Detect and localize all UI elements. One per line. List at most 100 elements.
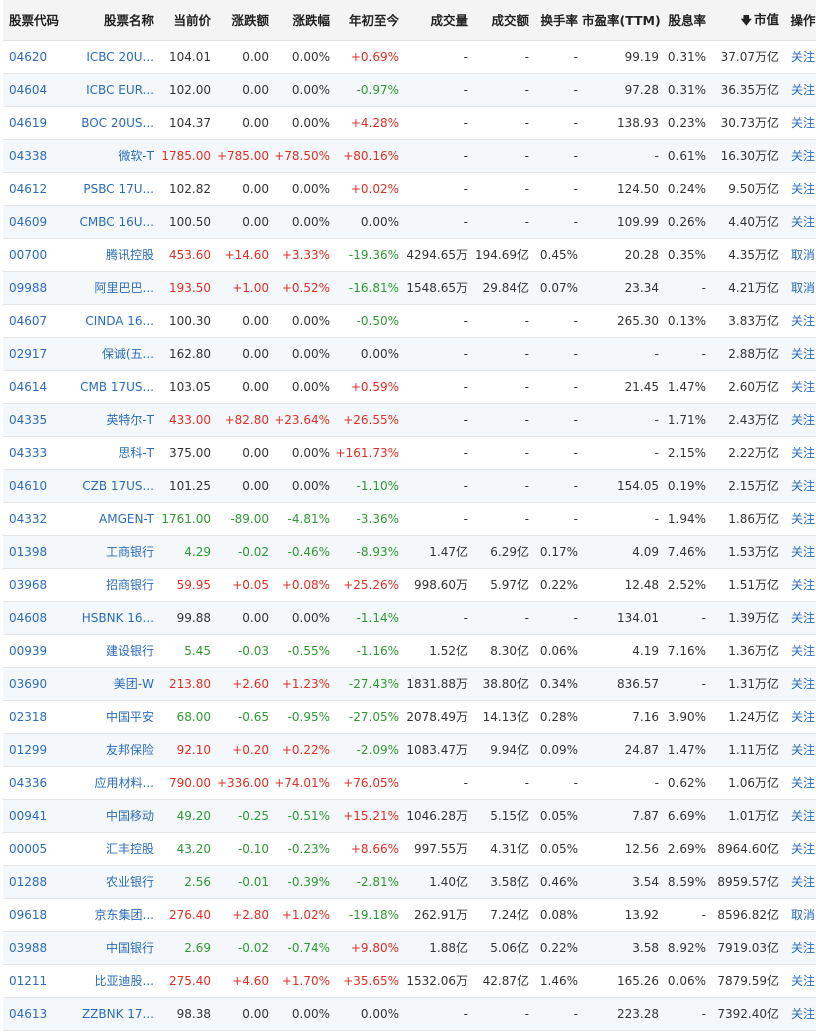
- cell-code[interactable]: 04619: [9, 115, 48, 130]
- cell-action-button[interactable]: 关注: [790, 215, 815, 229]
- cell-name[interactable]: 美团-W: [113, 677, 154, 691]
- cell-code[interactable]: 04609: [9, 214, 48, 229]
- table-row[interactable]: 04619 BOC 20US... 104.37 0.00 0.00% +4.28% - - -…: [3, 106, 816, 139]
- cell-action-button[interactable]: 关注: [790, 941, 815, 955]
- cell-action-button[interactable]: 关注: [790, 380, 815, 394]
- table-row[interactable]: 09618 京东集团... 276.40 +2.80 +1.02% -19.18% 262.…: [3, 898, 816, 931]
- header-name[interactable]: 股票名称: [63, 0, 158, 41]
- table-row[interactable]: 02318 中国平安 68.00 -0.65 -0.95% -27.05% 2078.49万…: [3, 700, 816, 733]
- table-row[interactable]: 04612 PSBC 17U... 102.82 0.00 0.00% +0.02% - - -…: [3, 172, 816, 205]
- table-row[interactable]: 04613 ZZBNK 17... 98.38 0.00 0.00% 0.00% - - - 22…: [3, 997, 816, 1030]
- cell-action-button[interactable]: 关注: [790, 1007, 815, 1021]
- cell-action-button[interactable]: 关注: [790, 710, 815, 724]
- cell-name[interactable]: CINDA 16...: [85, 313, 154, 328]
- header-turnover[interactable]: 成交额: [472, 0, 533, 41]
- cell-action-button[interactable]: 关注: [790, 347, 815, 361]
- table-row[interactable]: 03968 招商银行 59.95 +0.05 +0.08% +25.26% 998.60万 5…: [3, 568, 816, 601]
- cell-code[interactable]: 01398: [9, 544, 48, 559]
- header-yield[interactable]: 股息率: [663, 0, 710, 41]
- cell-code[interactable]: 02318: [9, 709, 48, 724]
- cell-action-button[interactable]: 取消: [790, 908, 815, 922]
- cell-action-button[interactable]: 关注: [790, 83, 815, 97]
- cell-name[interactable]: CMB 17US...: [80, 379, 154, 394]
- header-volume[interactable]: 成交量: [403, 0, 472, 41]
- cell-code[interactable]: 04336: [9, 775, 48, 790]
- cell-code[interactable]: 00941: [9, 808, 48, 823]
- cell-action-button[interactable]: 关注: [790, 875, 815, 889]
- cell-code[interactable]: 04604: [9, 82, 48, 97]
- cell-code[interactable]: 04612: [9, 181, 48, 196]
- table-row[interactable]: 02917 保诚(五... 162.80 0.00 0.00% 0.00% - - - - - 2.8…: [3, 337, 816, 370]
- cell-action-button[interactable]: 关注: [790, 776, 815, 790]
- table-row[interactable]: 03988 中国银行 2.69 -0.02 -0.74% +9.80% 1.88亿 5.06亿…: [3, 931, 816, 964]
- header-code[interactable]: 股票代码: [3, 0, 63, 41]
- cell-name[interactable]: 中国移动: [105, 809, 154, 823]
- cell-code[interactable]: 09988: [9, 280, 48, 295]
- cell-code[interactable]: 00700: [9, 247, 48, 262]
- table-row[interactable]: 04335 英特尔-T 433.00 +82.80 +23.64% +26.55% - - - -…: [3, 403, 816, 436]
- cell-action-button[interactable]: 关注: [790, 578, 815, 592]
- cell-name[interactable]: 比亚迪股...: [94, 974, 154, 988]
- table-row[interactable]: 04620 ICBC 20U... 104.01 0.00 0.00% +0.69% - - -…: [3, 40, 816, 73]
- table-row[interactable]: 00005 汇丰控股 43.20 -0.10 -0.23% +8.66% 997.55万 4.…: [3, 832, 816, 865]
- cell-action-button[interactable]: 关注: [790, 743, 815, 757]
- cell-code[interactable]: 03968: [9, 577, 48, 592]
- cell-name[interactable]: PSBC 17U...: [83, 181, 154, 196]
- cell-name[interactable]: CZB 17US...: [82, 478, 154, 493]
- cell-code[interactable]: 04332: [9, 511, 48, 526]
- cell-name[interactable]: 中国银行: [105, 941, 154, 955]
- cell-action-button[interactable]: 关注: [790, 974, 815, 988]
- cell-code[interactable]: 04614: [9, 379, 48, 394]
- table-row[interactable]: 04609 CMBC 16U... 100.50 0.00 0.00% 0.00% - - - 1…: [3, 205, 816, 238]
- cell-name[interactable]: 思科-T: [118, 446, 154, 460]
- header-change[interactable]: 涨跌额: [215, 0, 273, 41]
- table-row[interactable]: 00939 建设银行 5.45 -0.03 -0.55% -1.16% 1.52亿 8.30亿…: [3, 634, 816, 667]
- cell-code[interactable]: 09618: [9, 907, 48, 922]
- cell-name[interactable]: 友邦保险: [105, 743, 154, 757]
- cell-name[interactable]: 汇丰控股: [105, 842, 154, 856]
- table-row[interactable]: 01211 比亚迪股... 275.40 +4.60 +1.70% +35.65% 1532…: [3, 964, 816, 997]
- table-row[interactable]: 03690 美团-W 213.80 +2.60 +1.23% -27.43% 1831.88…: [3, 667, 816, 700]
- cell-name[interactable]: ICBC 20U...: [86, 49, 154, 64]
- table-row[interactable]: 00941 中国移动 49.20 -0.25 -0.51% +15.21% 1046.28万…: [3, 799, 816, 832]
- cell-name[interactable]: 工商银行: [105, 545, 154, 559]
- cell-action-button[interactable]: 关注: [790, 50, 815, 64]
- cell-code[interactable]: 04608: [9, 610, 48, 625]
- table-row[interactable]: 04338 微软-T 1785.00 +785.00 +78.50% +80.16% - - -…: [3, 139, 816, 172]
- cell-name[interactable]: AMGEN-T: [99, 511, 154, 526]
- header-mcap[interactable]: 🡇 市值: [710, 0, 783, 41]
- cell-code[interactable]: 03690: [9, 676, 48, 691]
- cell-code[interactable]: 04333: [9, 445, 48, 460]
- table-row[interactable]: 01299 友邦保险 92.10 +0.20 +0.22% -2.09% 1083.47万 9…: [3, 733, 816, 766]
- cell-action-button[interactable]: 关注: [790, 413, 815, 427]
- table-row[interactable]: 01398 工商银行 4.29 -0.02 -0.46% -8.93% 1.47亿 6.29亿…: [3, 535, 816, 568]
- table-row[interactable]: 04610 CZB 17US... 101.25 0.00 0.00% -1.10% - - -…: [3, 469, 816, 502]
- cell-action-button[interactable]: 关注: [790, 644, 815, 658]
- cell-action-button[interactable]: 关注: [790, 809, 815, 823]
- cell-action-button[interactable]: 关注: [790, 314, 815, 328]
- cell-name[interactable]: 英特尔-T: [106, 413, 154, 427]
- cell-name[interactable]: ZZBNK 17...: [81, 1006, 154, 1021]
- cell-code[interactable]: 04610: [9, 478, 48, 493]
- cell-name[interactable]: 腾讯控股: [105, 248, 154, 262]
- cell-code[interactable]: 04613: [9, 1006, 48, 1021]
- table-row[interactable]: 04607 CINDA 16... 100.30 0.00 0.00% -0.50% - - -…: [3, 304, 816, 337]
- cell-name[interactable]: 京东集团...: [94, 908, 154, 922]
- cell-action-button[interactable]: 关注: [790, 446, 815, 460]
- cell-code[interactable]: 04620: [9, 49, 48, 64]
- header-price[interactable]: 当前价: [158, 0, 215, 41]
- cell-code[interactable]: 02917: [9, 346, 48, 361]
- cell-name[interactable]: 招商银行: [105, 578, 154, 592]
- cell-name[interactable]: HSBNK 16...: [81, 610, 154, 625]
- header-pe[interactable]: 市盈率(TTM): [582, 0, 663, 41]
- cell-action-button[interactable]: 关注: [790, 479, 815, 493]
- cell-action-button[interactable]: 关注: [790, 182, 815, 196]
- cell-name[interactable]: ICBC EUR...: [86, 82, 154, 97]
- table-row[interactable]: 04336 应用材料... 790.00 +336.00 +74.01% +76.05% -…: [3, 766, 816, 799]
- cell-code[interactable]: 04607: [9, 313, 48, 328]
- table-row[interactable]: 04608 HSBNK 16... 99.88 0.00 0.00% -1.14% - - - 1…: [3, 601, 816, 634]
- cell-action-button[interactable]: 关注: [790, 512, 815, 526]
- cell-name[interactable]: 保诚(五...: [101, 347, 154, 361]
- cell-action-button[interactable]: 关注: [790, 545, 815, 559]
- cell-name[interactable]: 建设银行: [105, 644, 154, 658]
